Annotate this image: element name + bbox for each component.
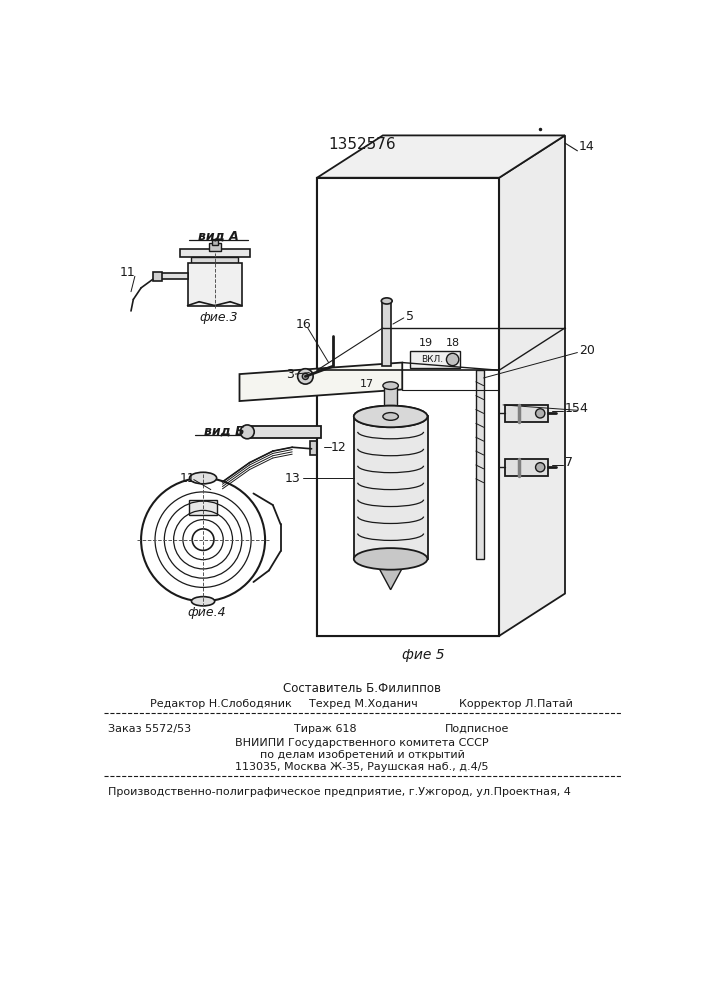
Text: 113035, Москва Ж-35, Раушская наб., д.4/5: 113035, Москва Ж-35, Раушская наб., д.4/… [235,762,489,772]
Polygon shape [240,363,402,401]
Text: Производственно-полиграфическое предприятие, г.Ужгород, ул.Проектная, 4: Производственно-полиграфическое предприя… [107,787,571,797]
Bar [317,178,499,636]
Ellipse shape [354,406,428,427]
Text: по делам изобретений и открытий: по делам изобретений и открытий [259,750,464,760]
Bar [156,273,187,279]
Bar [385,386,397,416]
Ellipse shape [189,472,216,484]
Text: 5: 5 [406,310,414,323]
Text: Редактор Н.Слободяник: Редактор Н.Слободяник [151,699,292,709]
Bar [187,263,242,306]
Ellipse shape [383,382,398,390]
Text: 11: 11 [180,472,195,485]
Text: Корректор Л.Патай: Корректор Л.Патай [459,699,573,709]
Circle shape [535,409,545,418]
Text: Составитель Б.Филиппов: Составитель Б.Филиппов [283,682,441,695]
Ellipse shape [383,413,398,420]
Text: 20: 20 [579,344,595,358]
Text: ВНИИПИ Государственного комитета СССР: ВНИИПИ Государственного комитета СССР [235,738,489,748]
Bar [211,239,218,245]
Circle shape [446,353,459,366]
Text: Заказ 5572/53: Заказ 5572/53 [107,724,191,734]
Text: вид А: вид А [198,229,239,242]
Text: фие 5: фие 5 [402,648,445,662]
Bar [247,426,321,438]
Bar [310,441,324,455]
Bar [506,459,548,476]
Bar [506,405,548,422]
Ellipse shape [381,298,392,304]
Ellipse shape [192,597,215,606]
Bar [180,249,250,257]
Text: 18: 18 [445,338,460,348]
Text: Техред М.Ходанич: Техред М.Ходанич [309,699,418,709]
Ellipse shape [240,425,255,439]
Text: ВКЛ.: ВКЛ. [421,355,443,364]
Text: 19: 19 [419,338,433,348]
Bar [354,416,428,559]
Text: вид Б: вид Б [204,424,245,437]
Text: 4: 4 [579,402,587,415]
Bar [382,301,392,366]
Text: 11: 11 [119,266,135,279]
Text: фие.3: фие.3 [199,311,238,324]
Text: 12: 12 [331,441,346,454]
Circle shape [303,373,308,379]
Polygon shape [379,568,402,590]
Bar [209,243,221,251]
Bar [317,178,499,636]
Text: фие.4: фие.4 [187,606,226,619]
Ellipse shape [354,548,428,570]
Polygon shape [317,135,565,178]
Text: 14: 14 [579,140,595,153]
Circle shape [298,369,313,384]
Bar [192,257,238,263]
Text: Тираж 618: Тираж 618 [293,724,356,734]
Text: 7: 7 [565,456,573,469]
Bar [476,370,484,559]
Ellipse shape [354,406,428,427]
Polygon shape [499,135,565,636]
Text: 15: 15 [565,402,581,415]
Text: 13: 13 [284,472,300,485]
Text: 3: 3 [286,368,294,381]
Text: 1352576: 1352576 [328,137,396,152]
Text: 17: 17 [361,379,375,389]
Text: 16: 16 [296,318,311,331]
Text: Подписное: Подписное [445,724,509,734]
Bar [153,272,162,281]
Circle shape [535,463,545,472]
Bar [189,500,217,515]
Bar [410,351,460,368]
